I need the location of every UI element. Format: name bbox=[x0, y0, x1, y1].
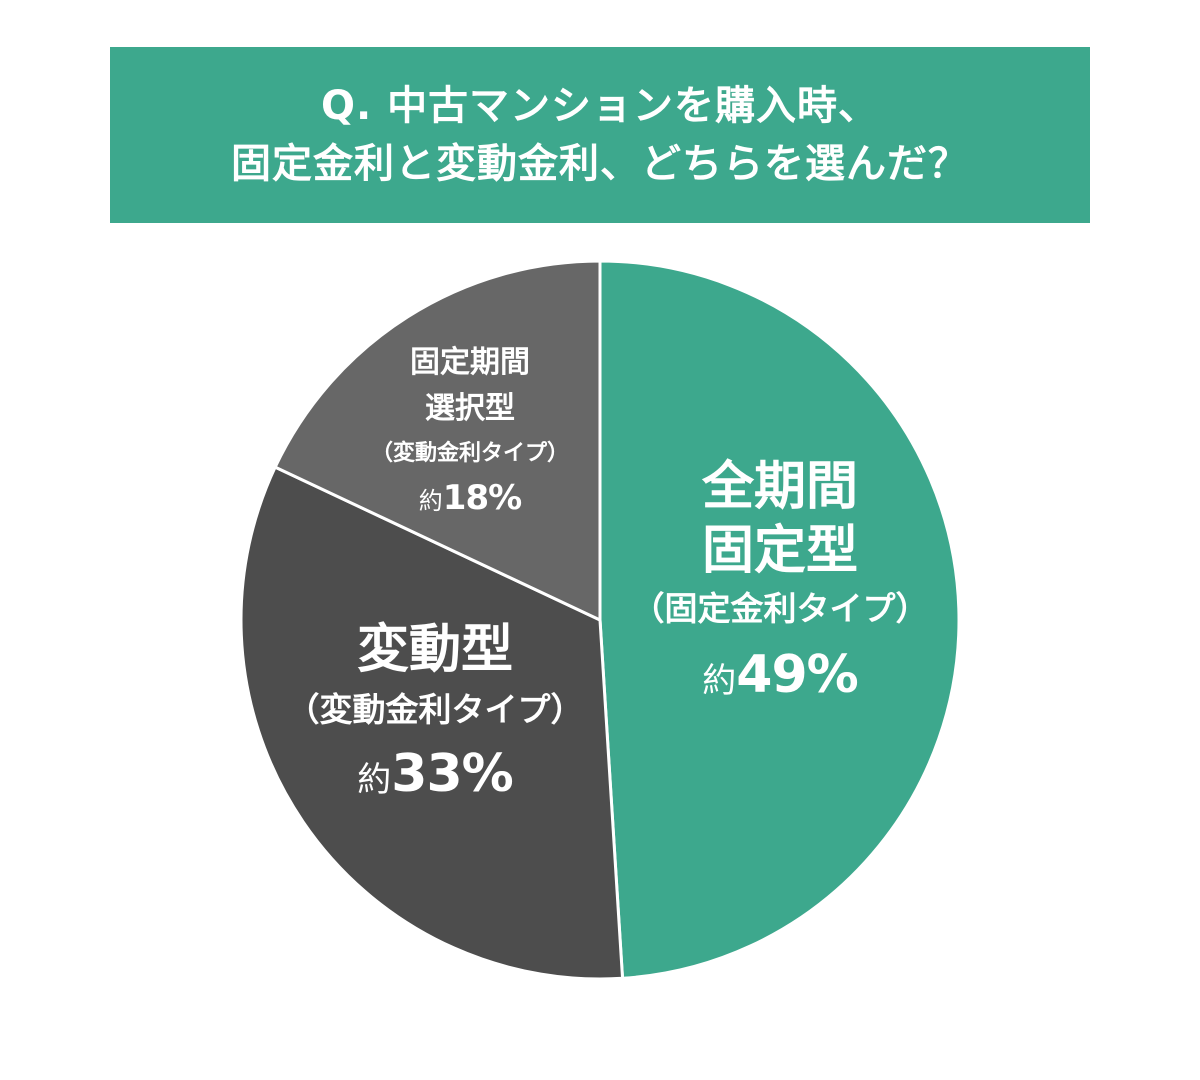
pie-slice-variable bbox=[239, 465, 625, 981]
pie-slice-fixed-period bbox=[273, 259, 602, 622]
slice-percent-fixed-period: 約18% bbox=[330, 478, 610, 518]
question-header: Q. 中古マンションを購入時、 固定金利と変動金利、どちらを選んだ？ bbox=[110, 47, 1090, 223]
slice-title-fixed-all-line1: 全期間 bbox=[701, 457, 858, 517]
pie-slice-fixed-all bbox=[598, 259, 961, 980]
slice-percent-variable: 約33% bbox=[255, 744, 615, 804]
slice-prefix-variable: 約 bbox=[357, 760, 392, 800]
slice-sublabel-fixed-period: （変動金利タイプ） bbox=[370, 441, 569, 466]
slice-label-fixed-period: 固定期間 選択型 （変動金利タイプ） 約18% bbox=[330, 340, 610, 518]
slice-sublabel-variable: （変動金利タイプ） bbox=[286, 690, 584, 729]
slice-prefix-fixed-period: 約 bbox=[418, 487, 443, 515]
slice-prefix-fixed-all: 約 bbox=[702, 661, 737, 701]
slice-percent-value-fixed-period: 18% bbox=[442, 478, 522, 518]
question-line-2: 固定金利と変動金利、どちらを選んだ？ bbox=[231, 141, 969, 187]
slice-sublabel-fixed-all: （固定金利タイプ） bbox=[631, 589, 929, 628]
question-line-1: Q. 中古マンションを購入時、 bbox=[320, 83, 880, 129]
slice-title-fixed-all-line2: 固定型 bbox=[701, 521, 858, 581]
slice-percent-value-variable: 33% bbox=[391, 744, 513, 804]
slice-percent-fixed-all: 約49% bbox=[590, 645, 970, 705]
slice-title-variable-line1: 変動型 bbox=[356, 620, 513, 680]
slice-label-variable: 変動型 （変動金利タイプ） 約33% bbox=[255, 618, 615, 804]
slice-label-fixed-all: 全期間 固定型 （固定金利タイプ） 約49% bbox=[590, 455, 970, 705]
slice-percent-value-fixed-all: 49% bbox=[736, 645, 858, 705]
slice-title-fixed-period-line1: 固定期間 bbox=[410, 345, 530, 380]
slice-title-fixed-period-line2: 選択型 bbox=[425, 391, 515, 426]
